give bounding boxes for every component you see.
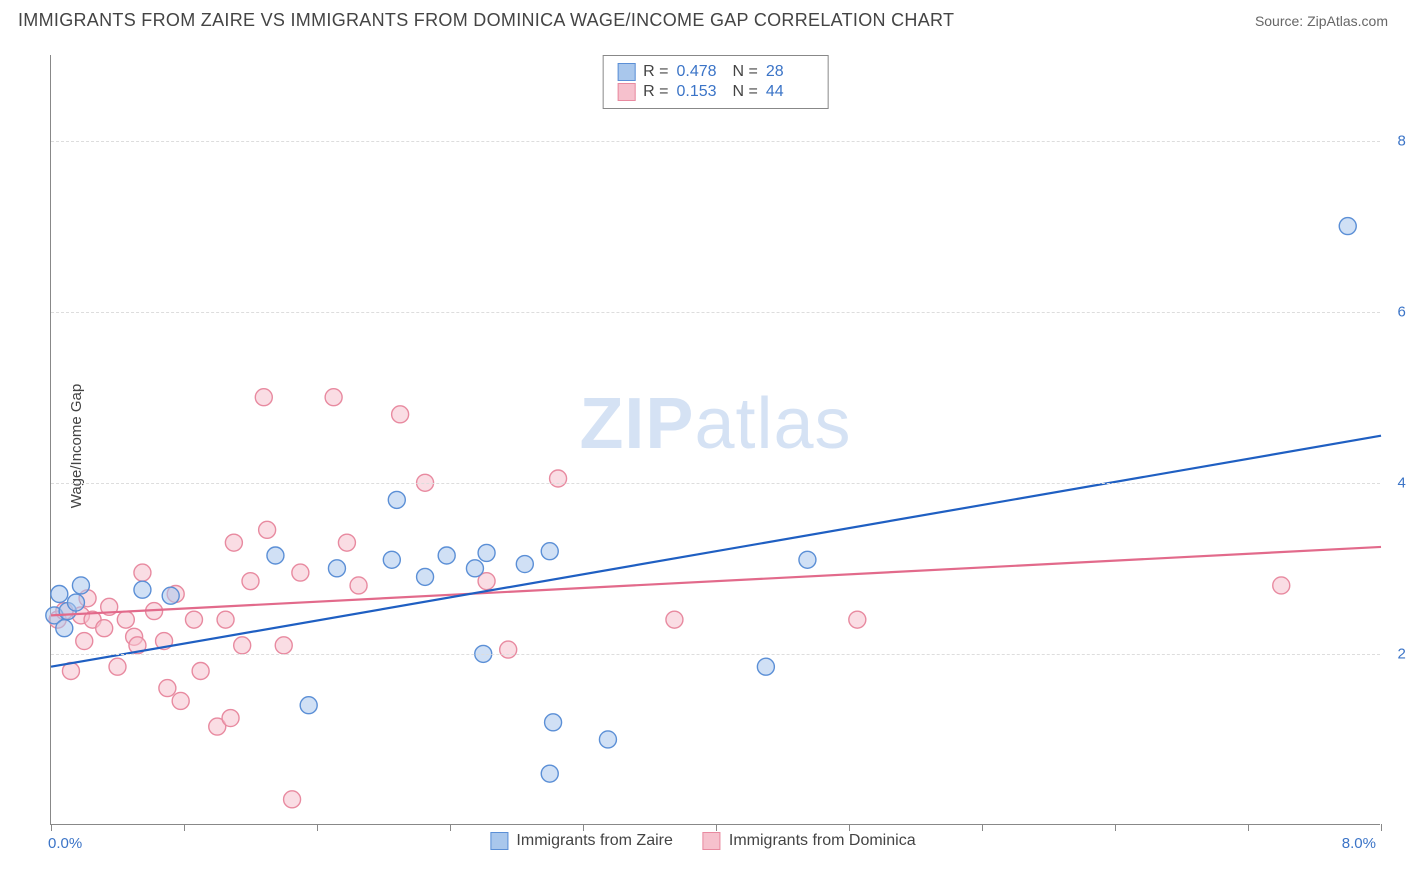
scatter-point-dominica	[172, 692, 189, 709]
trend-line-zaire	[51, 436, 1381, 667]
scatter-point-dominica	[225, 534, 242, 551]
scatter-point-dominica	[217, 611, 234, 628]
stats-r-label: R =	[643, 83, 668, 101]
scatter-point-dominica	[849, 611, 866, 628]
scatter-point-zaire	[541, 543, 558, 560]
scatter-point-zaire	[72, 577, 89, 594]
scatter-point-dominica	[222, 710, 239, 727]
x-tick	[1381, 824, 1382, 831]
x-tick	[317, 824, 318, 831]
stats-n-value-dominica: 44	[766, 83, 814, 101]
scatter-point-zaire	[757, 658, 774, 675]
scatter-point-zaire	[545, 714, 562, 731]
gridline-h	[51, 483, 1380, 484]
scatter-point-zaire	[134, 581, 151, 598]
x-tick	[849, 824, 850, 831]
scatter-point-dominica	[259, 521, 276, 538]
x-axis-min-label: 0.0%	[48, 835, 82, 852]
scatter-point-zaire	[599, 731, 616, 748]
x-tick	[51, 824, 52, 831]
scatter-point-dominica	[338, 534, 355, 551]
x-tick	[716, 824, 717, 831]
x-tick	[982, 824, 983, 831]
scatter-point-zaire	[328, 560, 345, 577]
scatter-point-dominica	[666, 611, 683, 628]
scatter-point-zaire	[162, 587, 179, 604]
x-tick	[1115, 824, 1116, 831]
stats-row-dominica: R = 0.153 N = 44	[617, 83, 814, 101]
scatter-point-zaire	[516, 556, 533, 573]
stats-r-value-zaire: 0.478	[677, 63, 725, 81]
scatter-point-dominica	[134, 564, 151, 581]
chart-plot-area: ZIPatlas R =0.478N =28R =0.153N =44 20.0…	[50, 55, 1380, 825]
scatter-point-zaire	[388, 491, 405, 508]
x-axis-max-label: 8.0%	[1342, 835, 1376, 852]
scatter-point-dominica	[192, 663, 209, 680]
legend-label-zaire: Immigrants from Zaire	[516, 832, 672, 850]
scatter-point-zaire	[478, 544, 495, 561]
gridline-h	[51, 654, 1380, 655]
scatter-point-zaire	[799, 551, 816, 568]
gridline-h	[51, 141, 1380, 142]
source-prefix: Source:	[1255, 13, 1307, 29]
x-tick	[1248, 824, 1249, 831]
scatter-point-dominica	[550, 470, 567, 487]
gridline-h	[51, 312, 1380, 313]
legend-swatch-dominica	[703, 832, 721, 850]
x-tick	[450, 824, 451, 831]
scatter-svg	[51, 55, 1380, 824]
scatter-point-dominica	[76, 633, 93, 650]
chart-title: IMMIGRANTS FROM ZAIRE VS IMMIGRANTS FROM…	[18, 10, 954, 31]
y-tick-label: 80.0%	[1385, 132, 1406, 149]
scatter-point-zaire	[56, 620, 73, 637]
legend-swatch-zaire	[490, 832, 508, 850]
legend-label-dominica: Immigrants from Dominica	[729, 832, 916, 850]
scatter-point-dominica	[350, 577, 367, 594]
series-legend: Immigrants from Zaire Immigrants from Dom…	[490, 832, 915, 850]
scatter-point-zaire	[417, 568, 434, 585]
stats-swatch-zaire	[617, 63, 635, 81]
scatter-point-zaire	[438, 547, 455, 564]
legend-item-dominica: Immigrants from Dominica	[703, 832, 916, 850]
scatter-point-dominica	[500, 641, 517, 658]
stats-n-label: N =	[733, 63, 758, 81]
y-tick-label: 20.0%	[1385, 645, 1406, 662]
scatter-point-zaire	[267, 547, 284, 564]
scatter-point-zaire	[51, 586, 68, 603]
scatter-point-dominica	[1273, 577, 1290, 594]
scatter-point-dominica	[185, 611, 202, 628]
scatter-point-dominica	[96, 620, 113, 637]
scatter-point-zaire	[67, 594, 84, 611]
scatter-point-dominica	[292, 564, 309, 581]
scatter-point-dominica	[117, 611, 134, 628]
scatter-point-dominica	[325, 389, 342, 406]
y-tick-label: 40.0%	[1385, 474, 1406, 491]
scatter-point-dominica	[242, 573, 259, 590]
source-name: ZipAtlas.com	[1307, 13, 1388, 29]
y-tick-label: 60.0%	[1385, 303, 1406, 320]
x-tick	[184, 824, 185, 831]
correlation-stats-box: R = 0.478 N = 28 R = 0.153 N = 44	[602, 55, 829, 109]
scatter-point-dominica	[275, 637, 292, 654]
scatter-point-zaire	[541, 765, 558, 782]
scatter-point-zaire	[1339, 218, 1356, 235]
stats-r-value-dominica: 0.153	[677, 83, 725, 101]
stats-row-zaire: R = 0.478 N = 28	[617, 63, 814, 81]
source-attribution: Source: ZipAtlas.com	[1255, 13, 1388, 29]
scatter-point-dominica	[255, 389, 272, 406]
scatter-point-dominica	[109, 658, 126, 675]
x-tick	[583, 824, 584, 831]
stats-r-label: R =	[643, 63, 668, 81]
scatter-point-dominica	[392, 406, 409, 423]
stats-n-label: N =	[733, 83, 758, 101]
stats-swatch-dominica	[617, 83, 635, 101]
scatter-point-zaire	[466, 560, 483, 577]
scatter-point-zaire	[300, 697, 317, 714]
stats-n-value-zaire: 28	[766, 63, 814, 81]
scatter-point-dominica	[159, 680, 176, 697]
scatter-point-dominica	[284, 791, 301, 808]
legend-item-zaire: Immigrants from Zaire	[490, 832, 672, 850]
scatter-point-zaire	[383, 551, 400, 568]
scatter-point-dominica	[234, 637, 251, 654]
